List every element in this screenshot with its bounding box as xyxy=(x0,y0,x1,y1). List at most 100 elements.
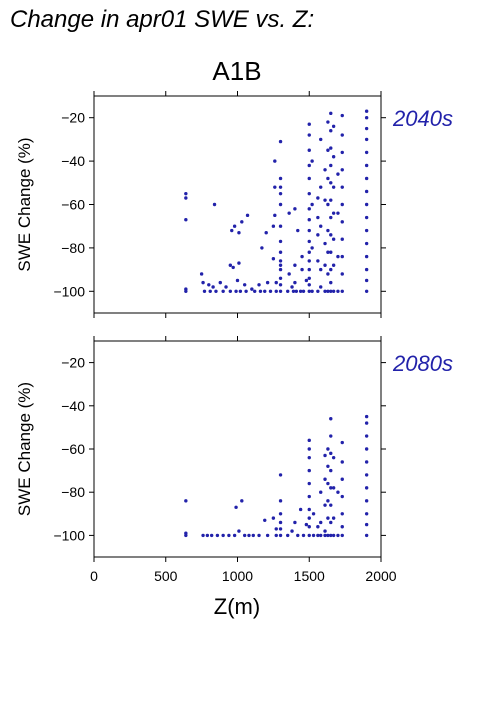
data-point xyxy=(230,228,234,233)
data-point xyxy=(323,453,327,458)
data-point xyxy=(329,163,333,168)
data-point xyxy=(221,289,225,293)
data-point xyxy=(218,280,222,285)
data-point xyxy=(316,525,320,529)
data-point xyxy=(364,176,369,181)
data-point xyxy=(340,289,344,293)
data-point xyxy=(265,533,270,538)
x-tick-label: 500 xyxy=(154,568,178,584)
data-point xyxy=(268,289,273,293)
data-point xyxy=(274,280,278,285)
data-point xyxy=(307,533,311,538)
data-point xyxy=(329,250,333,254)
data-point xyxy=(364,414,369,419)
data-point xyxy=(307,507,311,512)
data-point xyxy=(296,533,300,538)
data-point xyxy=(251,533,255,538)
x-tick-label: 0 xyxy=(90,568,98,584)
data-point xyxy=(286,533,290,538)
data-point xyxy=(294,289,299,293)
y-tick-label: −80 xyxy=(61,240,85,256)
data-point xyxy=(184,499,188,503)
data-point xyxy=(274,533,278,538)
data-point xyxy=(319,224,323,228)
data-point xyxy=(326,481,330,486)
data-point xyxy=(326,533,330,538)
data-point xyxy=(307,455,311,460)
data-point xyxy=(329,233,333,237)
data-point xyxy=(323,241,327,246)
data-point xyxy=(340,525,344,529)
data-point xyxy=(287,211,291,215)
data-point xyxy=(331,516,336,520)
data-point xyxy=(340,254,344,259)
data-point xyxy=(202,289,207,293)
data-point xyxy=(364,116,369,120)
data-point xyxy=(307,163,311,168)
data-point xyxy=(329,486,333,490)
data-point xyxy=(278,263,283,267)
data-point xyxy=(296,228,300,233)
data-point xyxy=(263,289,267,293)
data-point xyxy=(286,289,290,293)
y-tick-label: −80 xyxy=(61,484,85,500)
data-point xyxy=(307,176,311,181)
data-point xyxy=(340,477,344,481)
data-point xyxy=(307,239,311,244)
data-point xyxy=(293,207,297,211)
data-point xyxy=(331,155,336,159)
data-point xyxy=(364,522,369,527)
data-point xyxy=(258,289,263,293)
data-point xyxy=(278,239,283,244)
data-point xyxy=(319,533,323,538)
data-point xyxy=(214,289,218,293)
data-point xyxy=(323,533,327,538)
data-point xyxy=(212,202,217,207)
data-point xyxy=(340,150,344,155)
data-point xyxy=(278,276,283,280)
x-tick-label: 2000 xyxy=(365,568,396,584)
data-point xyxy=(329,503,333,507)
data-point xyxy=(364,434,369,438)
data-point xyxy=(237,231,241,235)
data-point xyxy=(257,283,261,287)
data-point xyxy=(364,486,369,490)
data-point xyxy=(310,159,314,163)
data-point xyxy=(271,257,276,261)
data-point xyxy=(316,289,320,293)
data-point xyxy=(326,289,330,293)
data-point xyxy=(307,481,311,486)
data-point xyxy=(184,217,188,222)
y-tick-label: −20 xyxy=(61,110,85,126)
data-point xyxy=(364,150,369,155)
data-point xyxy=(184,533,188,538)
data-point xyxy=(364,512,369,516)
data-point xyxy=(331,185,336,189)
data-point xyxy=(184,196,188,200)
data-point xyxy=(237,529,241,533)
data-point xyxy=(271,516,276,520)
y-tick-label: −60 xyxy=(61,441,85,457)
data-point xyxy=(307,516,311,520)
data-point xyxy=(310,246,314,250)
data-point xyxy=(307,438,311,443)
data-point xyxy=(307,283,311,287)
data-point xyxy=(319,490,323,494)
data-point xyxy=(331,455,336,460)
data-point xyxy=(340,440,344,445)
data-point xyxy=(319,285,323,289)
y-tick-label: −60 xyxy=(61,197,85,213)
data-point xyxy=(290,285,294,289)
data-point xyxy=(340,237,344,241)
data-point xyxy=(326,202,330,207)
data-point xyxy=(323,198,327,202)
data-point xyxy=(307,191,311,196)
data-point xyxy=(326,447,330,451)
data-point xyxy=(301,289,306,293)
data-point xyxy=(215,533,220,538)
data-point xyxy=(331,211,336,215)
data-point xyxy=(329,198,333,202)
data-point xyxy=(237,261,241,265)
data-point xyxy=(331,486,336,490)
data-point xyxy=(245,213,250,218)
